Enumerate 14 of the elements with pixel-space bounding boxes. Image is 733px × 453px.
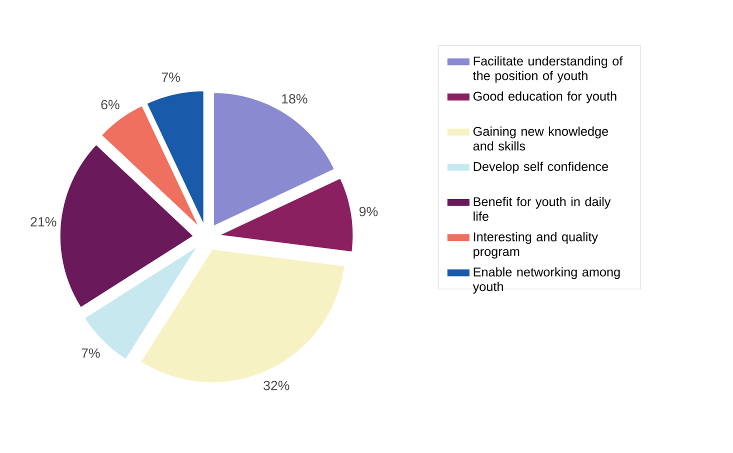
legend-label: Facilitate understanding of the position of youth bbox=[473, 56, 623, 83]
data-label: 6% bbox=[101, 100, 120, 110]
legend-label: Develop self confidence bbox=[474, 162, 608, 174]
data-label: 21% bbox=[30, 217, 56, 226]
data-label: 7% bbox=[82, 348, 100, 358]
legend-label: Interesting and quality program bbox=[474, 232, 598, 258]
data-label: 9% bbox=[359, 206, 378, 216]
legend-label: Benefit for youth in daily life bbox=[474, 196, 611, 221]
data-label: 18% bbox=[282, 94, 308, 104]
data-label: 7% bbox=[162, 72, 180, 82]
data-label: 32% bbox=[264, 380, 290, 390]
legend-label: Enable networking among youth bbox=[472, 267, 620, 294]
legend-label: Good education for youth bbox=[473, 91, 616, 104]
legend-label: Gaining new knowledge and skills bbox=[473, 126, 608, 150]
